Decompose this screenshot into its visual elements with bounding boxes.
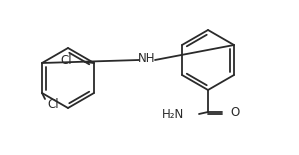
Text: O: O (230, 106, 239, 119)
Text: Cl: Cl (60, 55, 72, 67)
Text: Cl: Cl (47, 98, 59, 111)
Text: NH: NH (138, 51, 156, 64)
Text: H₂N: H₂N (162, 108, 184, 120)
